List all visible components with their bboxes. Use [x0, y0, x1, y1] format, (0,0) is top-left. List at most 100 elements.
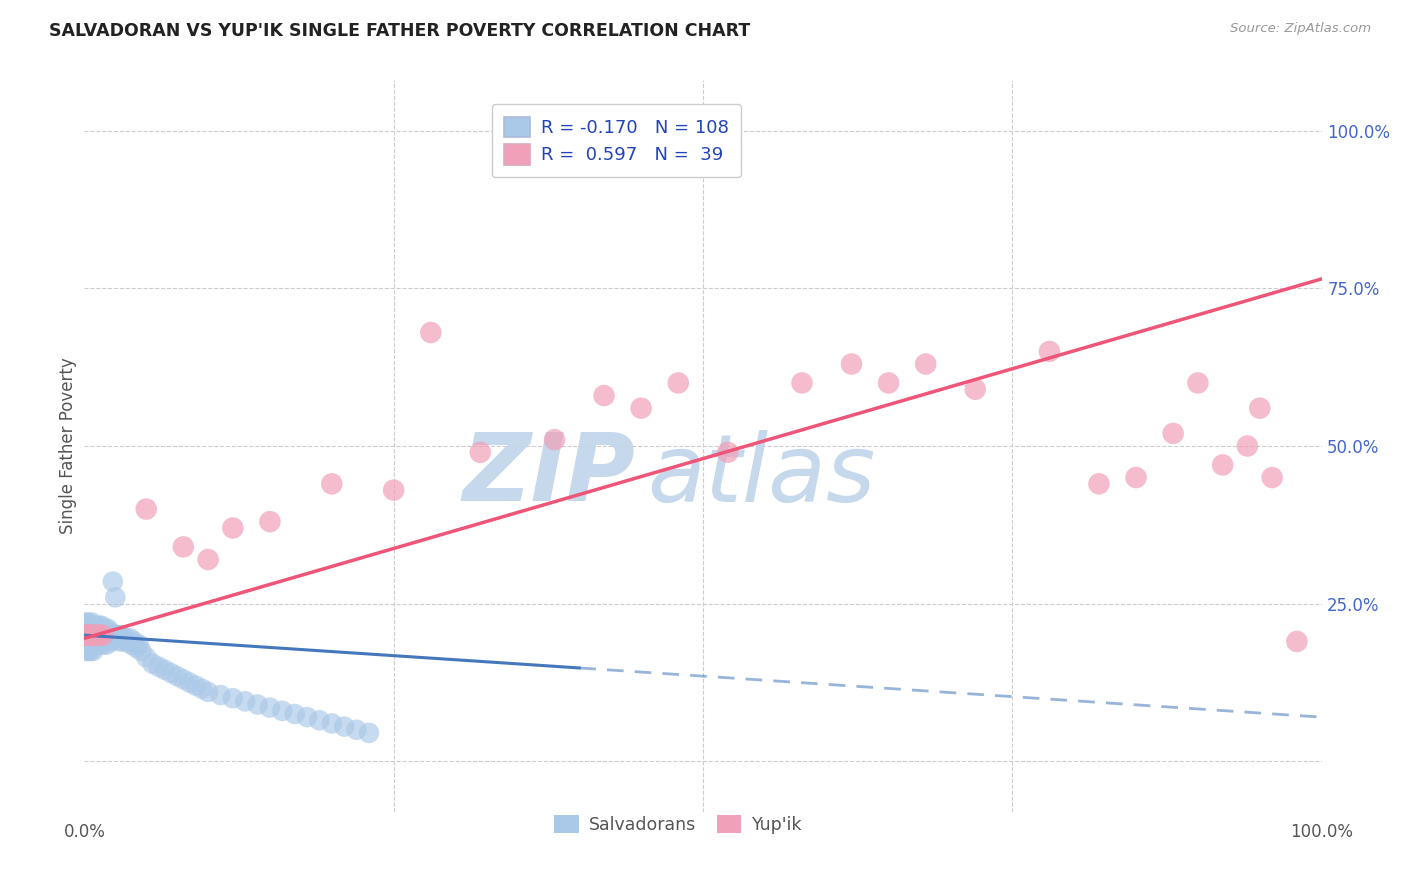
Text: atlas: atlas [647, 430, 876, 521]
Point [79, 622, 101, 636]
Point [75, 628, 97, 642]
Point [1038, 344, 1060, 359]
Point [89, 638, 111, 652]
Point [197, 552, 219, 566]
Point [222, 691, 245, 706]
Point [120, 632, 142, 646]
Point [114, 632, 136, 646]
Point [630, 401, 652, 416]
Point [79, 628, 101, 642]
Point [191, 681, 214, 696]
Point [717, 445, 740, 459]
Point [77, 615, 100, 630]
Point [172, 540, 194, 554]
Point [76, 622, 98, 636]
Point [160, 665, 183, 680]
Point [141, 657, 163, 671]
Point [100, 628, 122, 642]
Point [79, 638, 101, 652]
Y-axis label: Single Father Poverty: Single Father Poverty [59, 358, 77, 534]
Point [346, 723, 368, 737]
Point [77, 632, 100, 646]
Point [83, 628, 105, 642]
Point [76, 628, 98, 642]
Point [284, 706, 307, 721]
Point [148, 659, 170, 673]
Point [107, 632, 129, 646]
Point [108, 628, 131, 642]
Point [222, 521, 245, 535]
Point [135, 502, 157, 516]
Point [82, 644, 104, 658]
Point [125, 640, 148, 655]
Point [83, 638, 105, 652]
Point [321, 476, 343, 491]
Point [89, 628, 111, 642]
Point [76, 628, 98, 642]
Point [543, 433, 565, 447]
Point [77, 625, 100, 640]
Point [98, 625, 121, 640]
Point [110, 628, 132, 642]
Point [271, 704, 294, 718]
Point [914, 357, 936, 371]
Point [79, 628, 101, 642]
Point [246, 698, 269, 712]
Point [84, 625, 107, 640]
Point [76, 634, 98, 648]
Point [79, 640, 101, 655]
Point [357, 726, 380, 740]
Legend: Salvadorans, Yup'ik: Salvadorans, Yup'ik [547, 808, 810, 841]
Point [79, 628, 101, 642]
Point [89, 634, 111, 648]
Point [86, 622, 108, 636]
Point [89, 628, 111, 642]
Point [80, 622, 103, 636]
Point [75, 615, 97, 630]
Point [80, 638, 103, 652]
Point [877, 376, 900, 390]
Point [93, 622, 115, 636]
Point [321, 716, 343, 731]
Point [91, 632, 114, 646]
Point [1212, 458, 1234, 472]
Point [87, 632, 110, 646]
Point [666, 376, 689, 390]
Point [89, 618, 111, 632]
Point [79, 618, 101, 632]
Point [75, 628, 97, 642]
Point [82, 634, 104, 648]
Point [82, 625, 104, 640]
Point [75, 640, 97, 655]
Point [80, 615, 103, 630]
Point [1285, 634, 1308, 648]
Point [86, 628, 108, 642]
Point [259, 700, 281, 714]
Point [382, 483, 405, 497]
Point [965, 382, 987, 396]
Point [104, 591, 127, 605]
Point [80, 632, 103, 646]
Point [1236, 439, 1258, 453]
Point [593, 388, 616, 402]
Point [100, 634, 122, 648]
Point [110, 634, 132, 648]
Point [1249, 401, 1271, 416]
Point [172, 673, 194, 687]
Point [135, 650, 157, 665]
Point [80, 628, 103, 642]
Point [259, 515, 281, 529]
Point [470, 445, 492, 459]
Point [91, 638, 114, 652]
Point [98, 632, 121, 646]
Point [79, 618, 101, 632]
Point [197, 685, 219, 699]
Point [333, 720, 356, 734]
Point [209, 688, 232, 702]
Point [841, 357, 863, 371]
Point [1088, 476, 1111, 491]
Point [1125, 470, 1147, 484]
Point [83, 628, 105, 642]
Point [122, 634, 145, 648]
Point [83, 632, 105, 646]
